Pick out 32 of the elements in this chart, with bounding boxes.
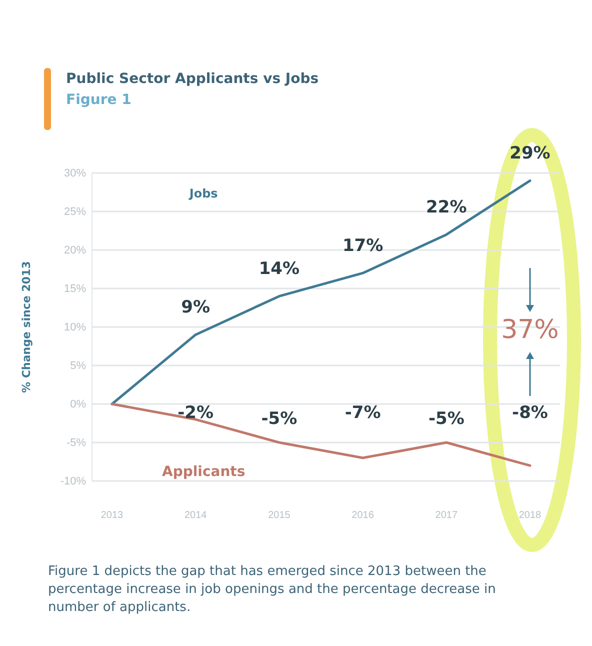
x-tick-label: 2013 <box>100 510 124 522</box>
data-label: 17% <box>342 236 384 256</box>
x-tick-label: 2014 <box>184 510 208 522</box>
data-label: -8% <box>512 403 548 423</box>
y-tick-label: 20% <box>64 244 86 257</box>
data-label: -7% <box>344 403 381 423</box>
y-tick-label: 15% <box>64 283 86 296</box>
x-tick-label: 2018 <box>518 510 542 522</box>
y-tick-label: 5% <box>70 360 86 372</box>
y-tick-label: 25% <box>64 206 86 218</box>
text: Applicants <box>162 464 246 480</box>
y-tick-label: -10% <box>60 476 86 488</box>
data-label: 14% <box>258 259 300 280</box>
chart-title: Public Sector Applicants vs Jobs <box>66 71 319 87</box>
data-label: -5% <box>261 409 298 429</box>
data-label: 22% <box>426 198 467 218</box>
data-label: -2% <box>178 403 214 423</box>
text: Jobs <box>188 186 218 200</box>
data-label: 29% <box>510 144 550 164</box>
y-tick-label: 0% <box>70 398 86 411</box>
y-axis-title: % Change since 2013 <box>20 261 33 393</box>
x-tick-label: 2015 <box>268 510 291 522</box>
caption: Figure 1 depicts the gap that has emerged since 2013 between the percentage increase in job openings and the percentage decrease in number of applicants. <box>48 564 496 615</box>
chart-subtitle: Figure 1 <box>66 92 132 108</box>
data-label: 9% <box>181 298 210 318</box>
data-label: -5% <box>428 409 464 429</box>
y-tick-label: 30% <box>64 168 86 180</box>
annotation: 37% <box>501 315 559 345</box>
x-tick-label: 2017 <box>435 510 458 522</box>
y-tick-label: -5% <box>66 437 86 450</box>
y-tick-label: 10% <box>64 322 86 334</box>
x-tick-label: 2016 <box>352 510 374 522</box>
